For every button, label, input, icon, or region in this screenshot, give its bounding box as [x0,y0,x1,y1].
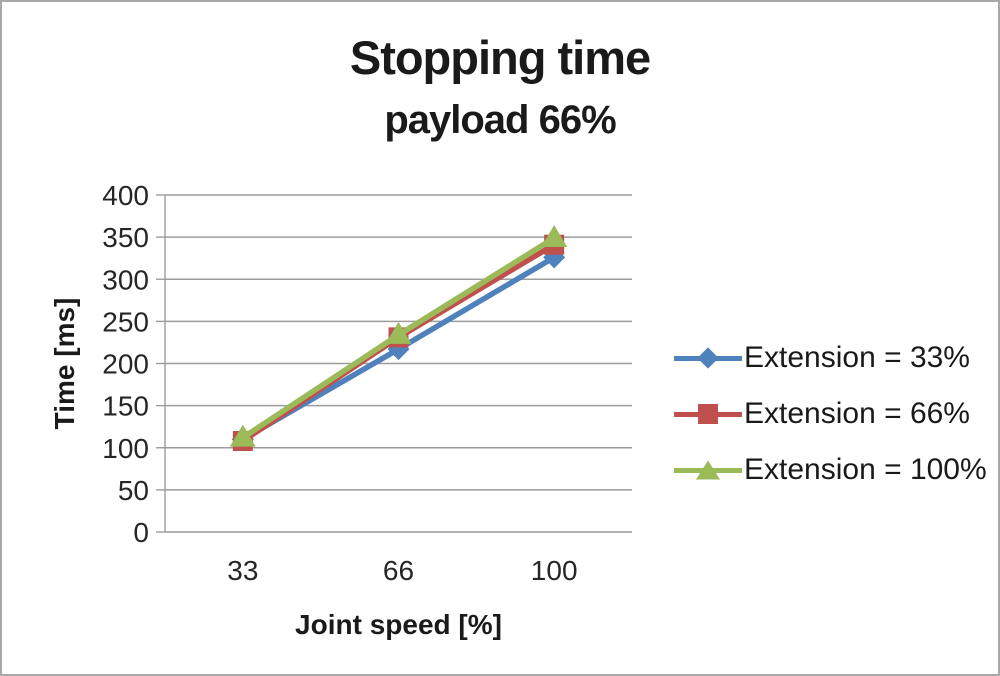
legend-shape-diamond-icon [697,347,719,369]
marker-triangle [385,321,412,344]
y-tick-label: 350 [102,222,149,253]
y-tick-label: 100 [102,433,149,464]
legend-marker-square [674,400,742,428]
legend: Extension = 33% Extension = 66% Extension … [674,341,987,486]
y-tick-label: 250 [102,306,149,337]
y-tick-label: 0 [133,517,149,548]
x-tick-label: 33 [227,555,258,586]
legend-label: Extension = 100% [744,453,987,486]
y-tick-label: 50 [118,475,149,506]
legend-item: Extension = 100% [674,453,987,486]
chart-title: Stopping time [349,31,651,84]
y-tick-label: 400 [102,180,149,211]
x-axis-title: Joint speed [%] [295,609,502,640]
marker-triangle [541,224,568,247]
chart-subtitle: payload 66% [384,98,616,142]
legend-item: Extension = 33% [674,341,987,374]
y-tick-label: 150 [102,391,149,422]
legend-label: Extension = 66% [744,397,970,430]
y-axis-title: Time [ms] [49,298,80,430]
y-tick-label: 300 [102,264,149,295]
y-tick-label: 200 [102,349,149,380]
legend-shape-square-icon [698,404,718,424]
legend-label: Extension = 33% [744,341,970,374]
legend-marker-diamond [674,344,742,372]
marker-triangle [229,424,256,447]
x-tick-label: 100 [531,555,578,586]
legend-shape-triangle-icon [696,460,720,480]
legend-marker-triangle [674,456,742,484]
x-tick-label: 66 [383,555,414,586]
legend-item: Extension = 66% [674,397,987,430]
